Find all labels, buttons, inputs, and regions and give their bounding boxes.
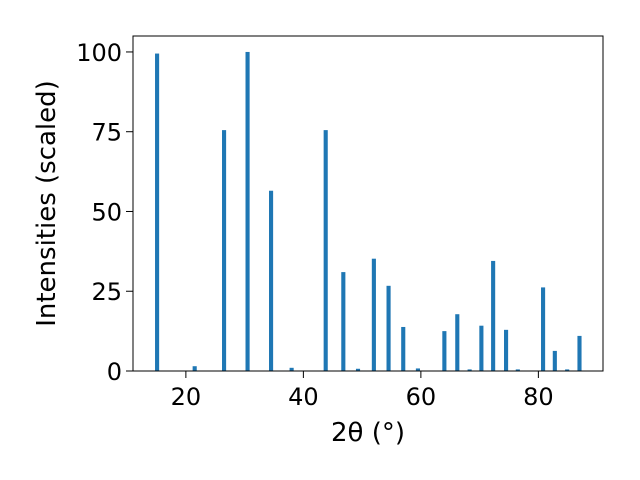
- bar: [269, 190, 274, 371]
- bar: [371, 258, 376, 371]
- bar: [479, 325, 484, 371]
- bar: [455, 314, 460, 371]
- y-tick-label: 0: [107, 358, 122, 386]
- x-axis-label: 2θ (°): [331, 418, 405, 448]
- bar: [222, 130, 227, 371]
- bar: [491, 260, 496, 371]
- bar: [192, 366, 197, 371]
- bar: [565, 369, 570, 371]
- y-tick-label: 75: [91, 119, 122, 147]
- plot-frame: [132, 35, 604, 372]
- x-tick-label: 20: [171, 383, 202, 411]
- y-axis: 0 25 50 75 100: [76, 39, 133, 386]
- bars-group: [155, 51, 582, 372]
- bar: [541, 287, 546, 371]
- bar: [245, 51, 250, 371]
- bar: [401, 326, 406, 371]
- x-tick-label: 60: [406, 383, 437, 411]
- x-tick-label: 80: [523, 383, 554, 411]
- plot-area: [132, 35, 604, 372]
- bar: [341, 272, 346, 371]
- x-axis: 20 40 60 80: [171, 371, 554, 411]
- y-axis-label: Intensities (scaled): [32, 80, 62, 327]
- bar: [577, 335, 582, 371]
- bar: [323, 130, 328, 371]
- bar: [467, 369, 472, 371]
- bar: [442, 331, 447, 371]
- bar: [515, 369, 520, 371]
- plot-background: [133, 36, 603, 371]
- y-tick-label: 50: [91, 198, 122, 226]
- bar: [289, 367, 294, 371]
- bar: [155, 53, 160, 372]
- bar: [386, 285, 391, 371]
- bar: [415, 368, 420, 371]
- bar: [355, 368, 361, 371]
- x-tick-label: 40: [288, 383, 319, 411]
- y-tick-label: 100: [76, 39, 122, 67]
- bar: [552, 350, 557, 371]
- y-tick-label: 25: [91, 278, 122, 306]
- bar: [504, 329, 509, 371]
